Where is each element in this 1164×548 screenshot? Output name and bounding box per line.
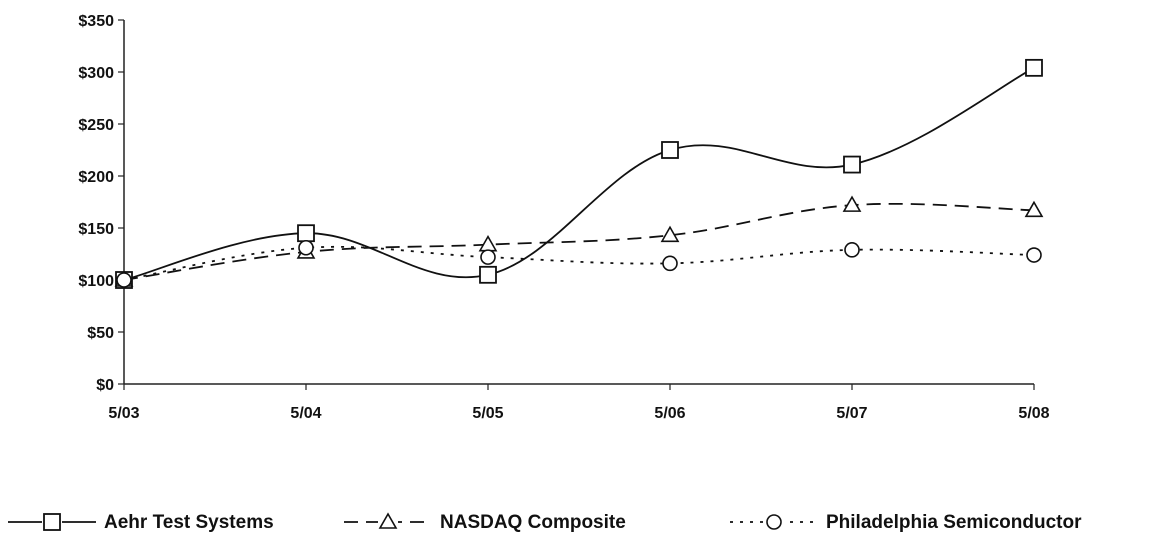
legend-item: Philadelphia Semiconductor xyxy=(730,512,1082,533)
series-line xyxy=(123,245,1035,281)
data-point-triangle xyxy=(660,225,680,243)
data-point-square xyxy=(1025,58,1043,77)
series-square xyxy=(115,58,1043,289)
y-tick-label: $0 xyxy=(96,377,114,394)
series-line xyxy=(123,202,1035,281)
data-point-square xyxy=(661,141,679,159)
y-axis-tick-labels: $0 $50 $100 $150 $200 $250 $300 $350 xyxy=(78,13,114,394)
x-tick-label: 5/05 xyxy=(472,405,503,422)
y-tick-label: $250 xyxy=(78,117,114,134)
legend-label: Philadelphia Semiconductor xyxy=(826,512,1082,533)
legend-label: NASDAQ Composite xyxy=(440,512,626,533)
data-point-circle xyxy=(844,242,860,258)
data-point-circle xyxy=(480,249,496,265)
legend-item: Aehr Test Systems xyxy=(8,512,274,533)
data-point-circle xyxy=(116,272,132,288)
y-tick-label: $200 xyxy=(78,169,114,186)
axes xyxy=(118,19,1035,390)
y-tick-label: $300 xyxy=(78,65,114,82)
x-tick-label: 5/08 xyxy=(1018,405,1049,422)
legend: Aehr Test Systems NASDAQ Composite Philade… xyxy=(8,512,1082,533)
series-circle xyxy=(116,239,1042,288)
y-tick-label: $150 xyxy=(78,221,114,238)
data-point-square xyxy=(479,265,497,284)
data-point-triangle xyxy=(478,235,498,252)
series-triangle xyxy=(114,195,1044,287)
data-point-square xyxy=(843,155,861,174)
legend-label: Aehr Test Systems xyxy=(104,512,274,533)
series-line xyxy=(123,67,1035,281)
data-point-square xyxy=(297,224,315,243)
data-series xyxy=(114,58,1044,289)
legend-marker-triangle xyxy=(378,512,398,529)
data-point-circle xyxy=(298,239,314,256)
legend-marker-circle xyxy=(766,514,782,530)
data-point-circle xyxy=(662,255,678,272)
x-tick-label: 5/07 xyxy=(836,405,867,422)
y-tick-label: $350 xyxy=(78,13,114,30)
x-tick-label: 5/04 xyxy=(290,405,321,422)
y-tick-label: $50 xyxy=(87,325,114,342)
x-tick-label: 5/03 xyxy=(108,405,139,422)
legend-marker-square xyxy=(43,513,61,531)
x-axis-tick-labels: 5/03 5/04 5/05 5/06 5/07 5/08 xyxy=(108,405,1049,422)
data-point-triangle xyxy=(842,195,862,212)
legend-item: NASDAQ Composite xyxy=(344,512,626,533)
x-tick-label: 5/06 xyxy=(654,405,685,422)
data-point-circle xyxy=(1026,247,1042,263)
y-tick-label: $100 xyxy=(78,273,114,290)
data-point-triangle xyxy=(1024,200,1044,218)
